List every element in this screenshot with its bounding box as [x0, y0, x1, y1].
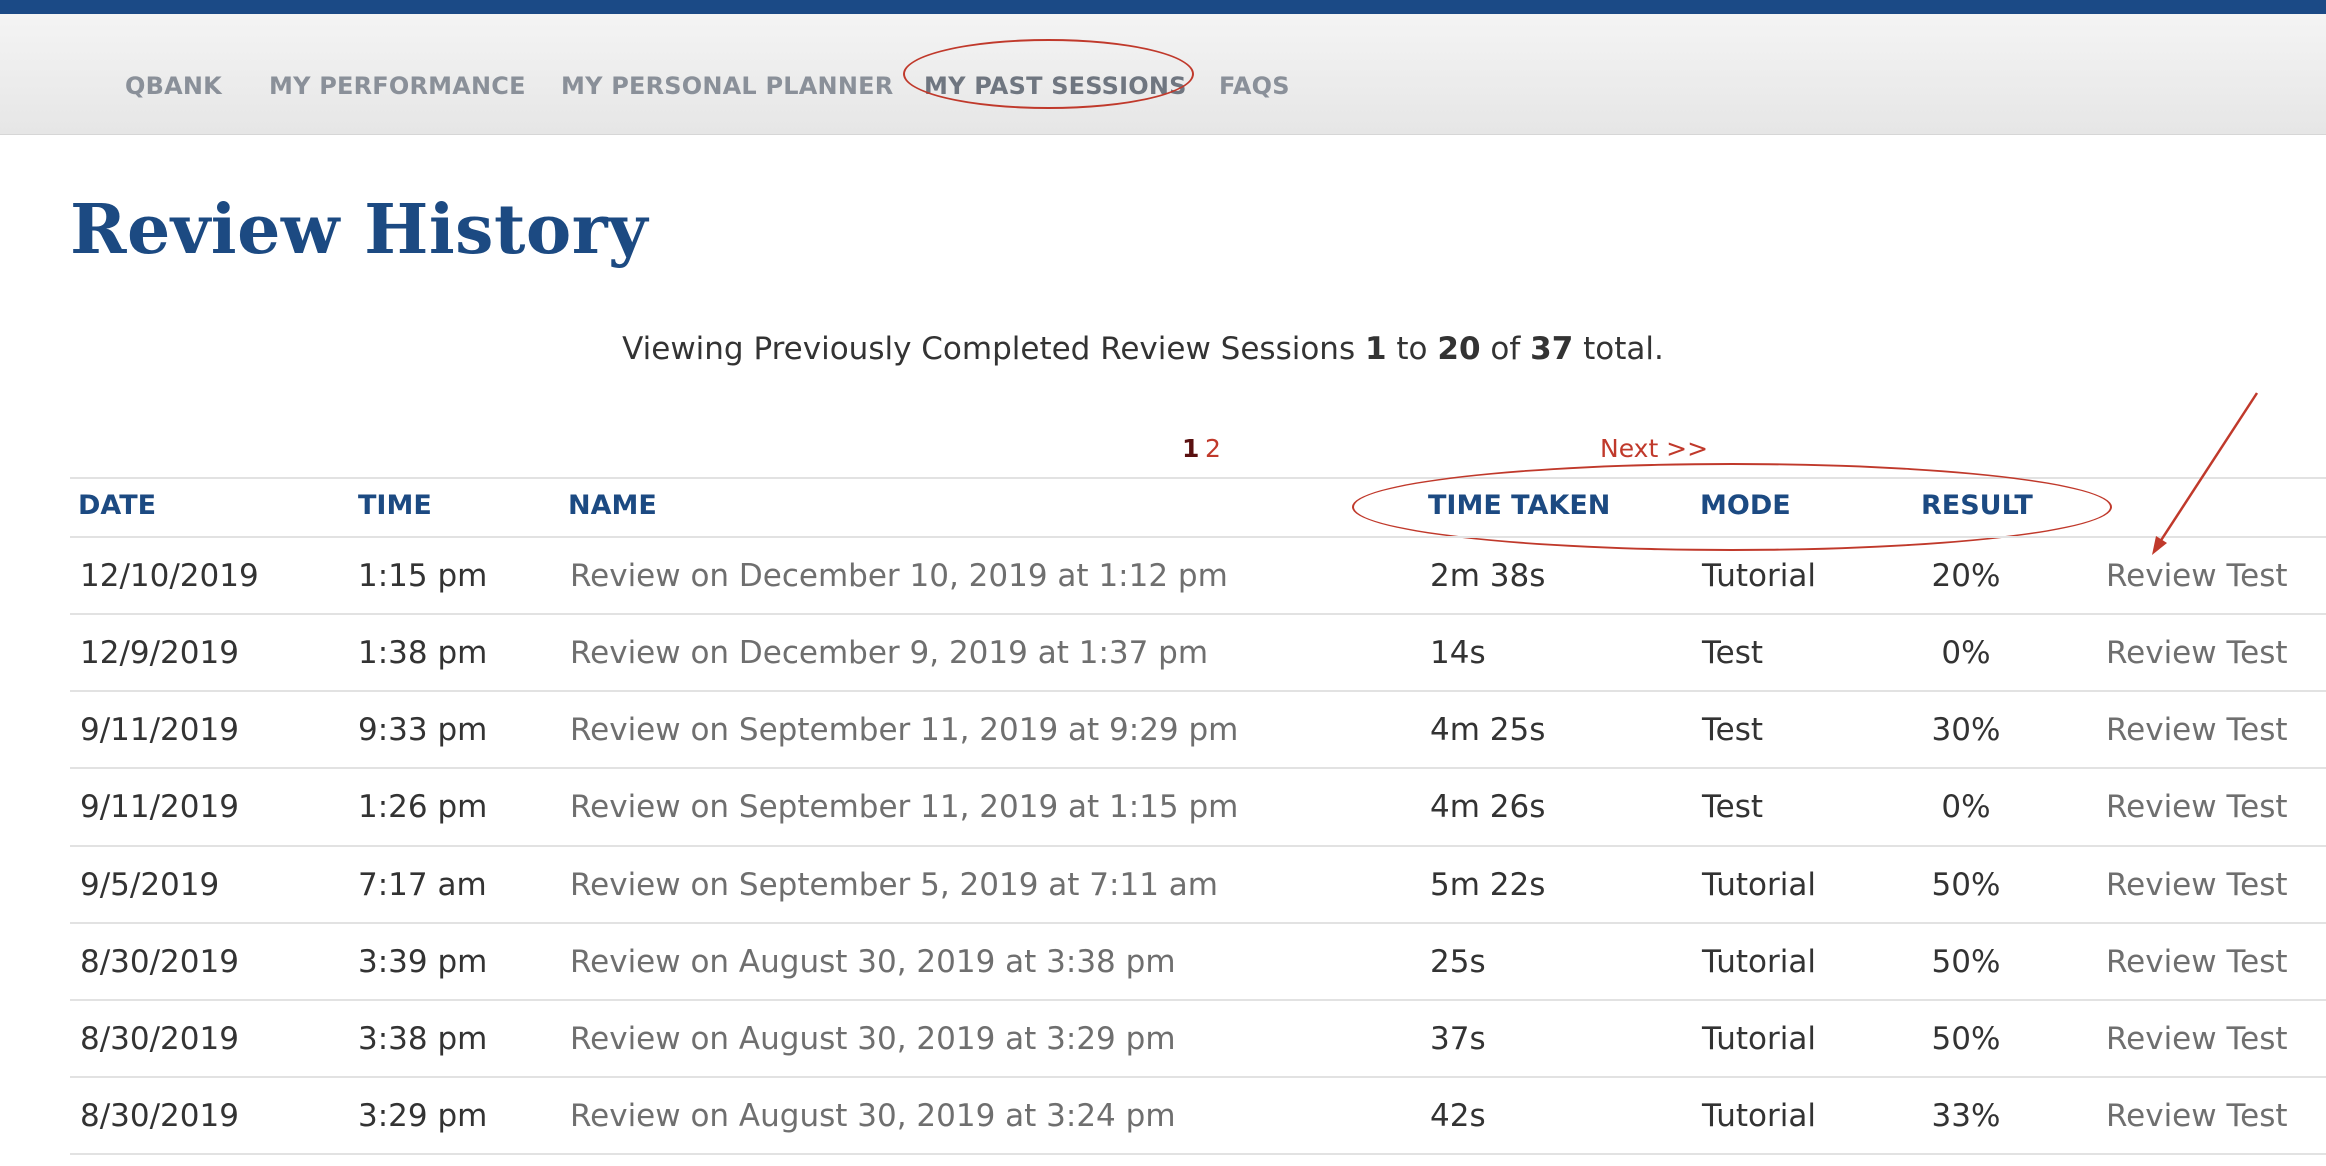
- cell-mode: Test: [1702, 635, 1764, 671]
- cell-session-name-link[interactable]: Review on September 11, 2019 at 1:15 pm: [570, 789, 1239, 825]
- cell-time-taken: 37s: [1430, 1021, 1486, 1057]
- summary-total: 37: [1530, 331, 1574, 367]
- results-summary: Viewing Previously Completed Review Sess…: [0, 331, 2326, 367]
- review-test-link[interactable]: Review Test: [2106, 635, 2288, 671]
- review-test-link[interactable]: Review Test: [2106, 789, 2288, 825]
- cell-date: 12/10/2019: [80, 558, 259, 594]
- cell-time: 1:26 pm: [358, 789, 488, 825]
- cell-mode: Tutorial: [1702, 944, 1816, 980]
- cell-time-taken: 2m 38s: [1430, 558, 1546, 594]
- review-test-link[interactable]: Review Test: [2106, 944, 2288, 980]
- cell-date: 8/30/2019: [80, 944, 239, 980]
- column-header-result[interactable]: RESULT: [1921, 490, 2033, 521]
- summary-to: 20: [1437, 331, 1481, 367]
- pager-page-link[interactable]: 2: [1205, 434, 1221, 463]
- cell-time: 3:39 pm: [358, 944, 488, 980]
- review-test-link[interactable]: Review Test: [2106, 558, 2288, 594]
- summary-from: 1: [1364, 331, 1387, 367]
- cell-session-name-link[interactable]: Review on August 30, 2019 at 3:38 pm: [570, 944, 1176, 980]
- main-nav: QBANK MY PERFORMANCE MY PERSONAL PLANNER…: [0, 14, 2326, 135]
- cell-date: 12/9/2019: [80, 635, 239, 671]
- cell-result: 30%: [1931, 712, 2001, 748]
- row-divider: [70, 1076, 2326, 1078]
- nav-item-my-past-sessions[interactable]: MY PAST SESSIONS: [924, 72, 1187, 100]
- cell-date: 8/30/2019: [80, 1098, 239, 1134]
- cell-result: 50%: [1931, 944, 2001, 980]
- cell-time: 7:17 am: [358, 867, 487, 903]
- cell-result: 0%: [1941, 789, 1991, 825]
- page-title: Review History: [70, 190, 649, 270]
- review-test-link[interactable]: Review Test: [2106, 1098, 2288, 1134]
- column-header-date[interactable]: DATE: [78, 490, 157, 521]
- cell-time: 1:38 pm: [358, 635, 488, 671]
- cell-time-taken: 5m 22s: [1430, 867, 1546, 903]
- cell-mode: Tutorial: [1702, 867, 1816, 903]
- cell-date: 9/11/2019: [80, 712, 239, 748]
- summary-suffix: total.: [1583, 331, 1664, 367]
- summary-to-word: to: [1396, 331, 1428, 367]
- nav-item-faqs[interactable]: FAQS: [1219, 72, 1290, 100]
- cell-session-name-link[interactable]: Review on August 30, 2019 at 3:24 pm: [570, 1098, 1176, 1134]
- row-divider: [70, 767, 2326, 769]
- row-divider: [70, 613, 2326, 615]
- cell-time-taken: 14s: [1430, 635, 1486, 671]
- cell-time-taken: 42s: [1430, 1098, 1486, 1134]
- cell-mode: Tutorial: [1702, 1098, 1816, 1134]
- cell-session-name-link[interactable]: Review on December 9, 2019 at 1:37 pm: [570, 635, 1209, 671]
- cell-date: 9/5/2019: [80, 867, 220, 903]
- cell-result: 50%: [1931, 1021, 2001, 1057]
- column-header-time-taken[interactable]: TIME TAKEN: [1428, 490, 1611, 521]
- column-header-time[interactable]: TIME: [358, 490, 432, 521]
- table-header-border: [70, 536, 2326, 538]
- cell-result: 0%: [1941, 635, 1991, 671]
- row-divider: [70, 845, 2326, 847]
- row-divider: [70, 690, 2326, 692]
- column-header-mode[interactable]: MODE: [1700, 490, 1791, 521]
- nav-item-qbank[interactable]: QBANK: [125, 72, 222, 100]
- cell-session-name-link[interactable]: Review on September 11, 2019 at 9:29 pm: [570, 712, 1239, 748]
- cell-time-taken: 25s: [1430, 944, 1486, 980]
- cell-time-taken: 4m 25s: [1430, 712, 1546, 748]
- cell-mode: Tutorial: [1702, 1021, 1816, 1057]
- cell-session-name-link[interactable]: Review on December 10, 2019 at 1:12 pm: [570, 558, 1228, 594]
- pager-current-page: 1: [1182, 434, 1200, 463]
- cell-time: 3:38 pm: [358, 1021, 488, 1057]
- cell-date: 9/11/2019: [80, 789, 239, 825]
- cell-time: 1:15 pm: [358, 558, 488, 594]
- cell-result: 20%: [1931, 558, 2001, 594]
- nav-item-my-performance[interactable]: MY PERFORMANCE: [269, 72, 526, 100]
- cell-mode: Test: [1702, 712, 1764, 748]
- cell-session-name-link[interactable]: Review on August 30, 2019 at 3:29 pm: [570, 1021, 1176, 1057]
- top-brand-stripe: [0, 0, 2326, 14]
- cell-result: 33%: [1931, 1098, 2001, 1134]
- annotation-arrow-icon: [2152, 392, 2259, 555]
- row-divider: [70, 999, 2326, 1001]
- cell-time-taken: 4m 26s: [1430, 789, 1546, 825]
- review-test-link[interactable]: Review Test: [2106, 1021, 2288, 1057]
- cell-mode: Tutorial: [1702, 558, 1816, 594]
- row-divider: [70, 922, 2326, 924]
- summary-prefix: Viewing Previously Completed Review Sess…: [622, 331, 1356, 367]
- cell-mode: Test: [1702, 789, 1764, 825]
- cell-date: 8/30/2019: [80, 1021, 239, 1057]
- row-divider: [70, 1153, 2326, 1155]
- table-top-border: [70, 477, 2326, 479]
- column-header-name[interactable]: NAME: [568, 490, 657, 521]
- nav-item-my-personal-planner[interactable]: MY PERSONAL PLANNER: [561, 72, 894, 100]
- cell-session-name-link[interactable]: Review on September 5, 2019 at 7:11 am: [570, 867, 1218, 903]
- cell-time: 9:33 pm: [358, 712, 488, 748]
- cell-time: 3:29 pm: [358, 1098, 488, 1134]
- summary-of-word: of: [1490, 331, 1521, 367]
- review-test-link[interactable]: Review Test: [2106, 712, 2288, 748]
- review-test-link[interactable]: Review Test: [2106, 867, 2288, 903]
- cell-result: 50%: [1931, 867, 2001, 903]
- pager-next-link[interactable]: Next >>: [1600, 434, 1709, 463]
